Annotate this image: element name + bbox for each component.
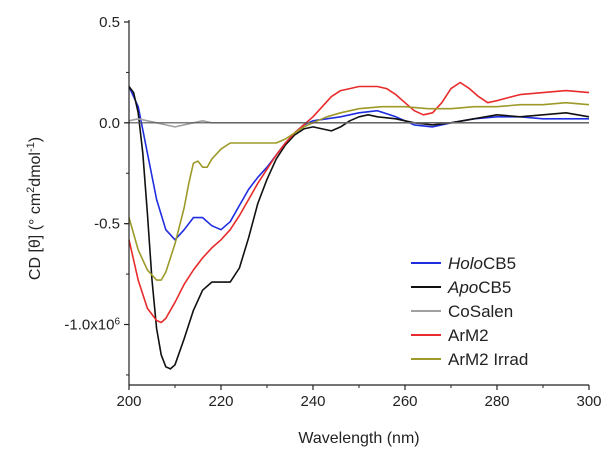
legend: HoloCB5 ApoCB5 CoSalen ArM2 ArM2 Irrad [411,254,528,369]
y-axis-title-sup1: 2 [25,187,37,193]
series-line-4 [128,101,590,281]
y-tick-label-3: -1.0x106 [64,316,120,334]
x-tick-label-2: 240 [300,393,325,410]
y-axis-title-suffix: ) [27,137,44,142]
y-tick-label-0: 0.5 [99,14,120,31]
axes [128,20,589,386]
x-tick-label-4: 280 [484,393,509,410]
y-tick-label-1: 0.0 [99,115,120,132]
series-line-1 [128,86,590,370]
y-axis-title-sup2: -1 [25,142,37,152]
plot-lines [128,81,590,370]
ticks: 200 220 240 260 280 300 0.5 0.0 -0.5 -1.0x106 [64,14,601,410]
series-line-3 [128,81,590,324]
y-axis-title-prefix: CD [θ] (° cm [27,193,44,280]
x-tick-label-0: 200 [116,393,141,410]
x-tick-label-3: 260 [392,393,417,410]
legend-label-0: HoloCB5 [448,254,516,273]
legend-label-3: ArM2 [448,326,489,345]
legend-label-4: ArM2 Irrad [448,350,528,369]
x-axis-title: Wavelength (nm) [298,430,419,447]
legend-label-1: ApoCB5 [447,278,511,297]
x-tick-label-1: 220 [208,393,233,410]
y-axis-title-mid: dmol [27,152,44,187]
legend-label-2: CoSalen [448,302,513,321]
x-tick-label-5: 300 [576,393,601,410]
y-axis-title: CD [θ] (° cm2dmol-1) [25,137,44,280]
y-tick-label-2: -0.5 [94,216,120,233]
